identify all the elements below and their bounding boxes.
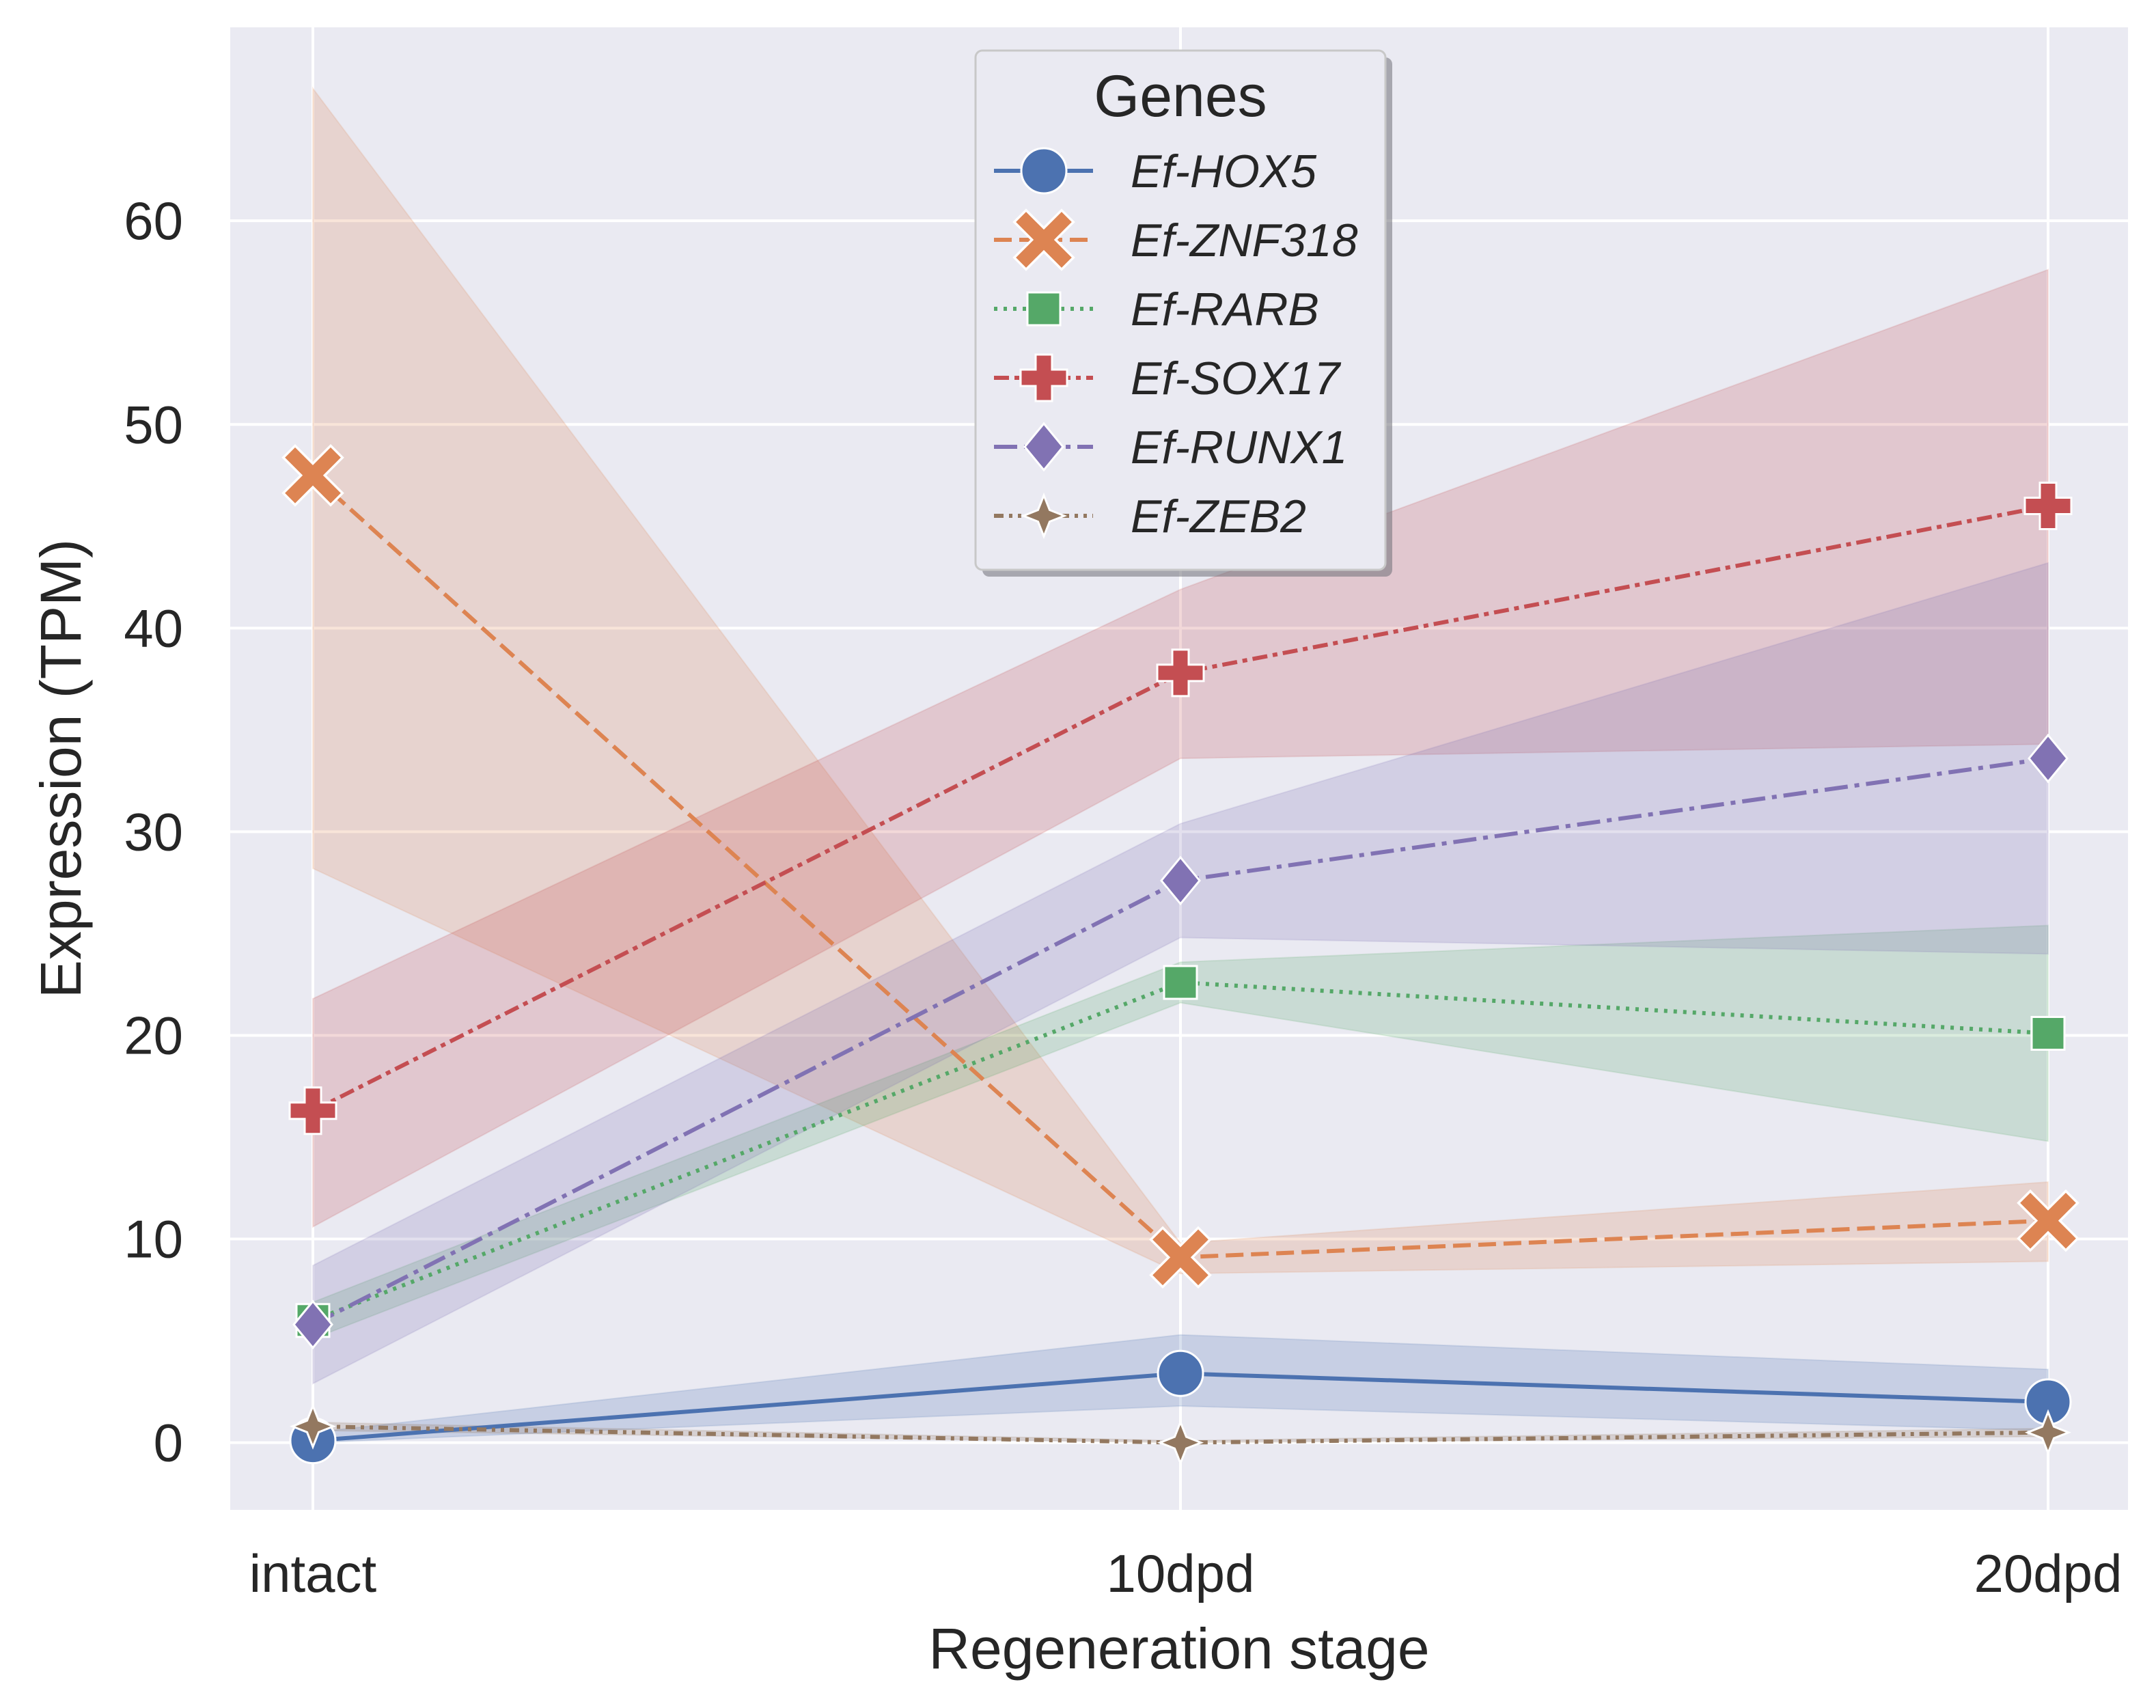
x-tick-label: intact (249, 1543, 377, 1603)
legend-label-ef-znf318: Ef-ZNF318 (1131, 215, 1358, 266)
legend-label-ef-sox17: Ef-SOX17 (1131, 353, 1341, 404)
legend: Genes Ef-HOX5Ef-ZNF318Ef-RARBEf-SOX17Ef-… (974, 49, 1392, 577)
legend-box (974, 49, 1387, 571)
data-point-ef-runx1 (2028, 733, 2069, 784)
y-axis-title: Expression (TPM) (29, 539, 93, 998)
legend-marker-ef-znf318 (1012, 208, 1075, 271)
legend-label-ef-rarb: Ef-RARB (1131, 284, 1319, 335)
data-point-ef-sox17 (288, 1086, 337, 1135)
data-point-ef-znf318-cross (2020, 1192, 2076, 1249)
x-axis-title: Regeneration stage (928, 1616, 1429, 1681)
ci-band-ef-runx1 (312, 562, 2049, 1385)
data-point-ef-zeb2 (1157, 1419, 1204, 1466)
legend-label-ef-hox5: Ef-HOX5 (1131, 146, 1316, 197)
legend-marker-ef-zeb2 (1020, 492, 1068, 540)
legend-marker-ef-sox17 (1019, 353, 1068, 402)
y-tick-label: 50 (124, 394, 183, 454)
data-point-ef-sox17 (1156, 648, 1205, 698)
data-point-ef-rarb (2030, 1016, 2066, 1051)
y-tick-label: 0 (154, 1413, 183, 1473)
y-tick-label: 20 (124, 1005, 183, 1065)
legend-label-ef-runx1: Ef-RUNX1 (1131, 422, 1347, 473)
data-point-ef-znf318 (2017, 1189, 2079, 1252)
y-tick-labels: 0 10 20 30 40 50 60 (124, 191, 183, 1472)
x-tick-labels: intact 10dpd 20dpd (249, 1543, 2123, 1603)
x-tick-label: 20dpd (1974, 1543, 2123, 1603)
data-point-ef-hox5 (1157, 1349, 1204, 1397)
data-point-ef-znf318 (1149, 1226, 1212, 1289)
y-tick-label: 60 (124, 191, 183, 251)
legend-label-ef-zeb2: Ef-ZEB2 (1131, 491, 1306, 542)
legend-marker-ef-hox5 (1020, 147, 1068, 195)
data-point-ef-znf318 (281, 443, 344, 507)
y-tick-label: 10 (124, 1209, 183, 1269)
data-point-ef-znf318-cross (1152, 1229, 1208, 1286)
legend-marker-ef-znf318-cross (1016, 212, 1072, 268)
data-point-ef-runx1 (292, 1299, 333, 1350)
data-point-ef-zeb2 (289, 1403, 337, 1450)
x-tick-label: 10dpd (1107, 1543, 1255, 1603)
data-point-ef-znf318-cross (285, 447, 341, 504)
y-tick-label: 30 (124, 801, 183, 862)
series-markers (281, 443, 2079, 1466)
legend-entries: Ef-HOX5 Ef-ZNF318 Ef-RARB Ef-SOX17 Ef-RUNX1 E… (994, 146, 1358, 542)
legend-title: Genes (1094, 64, 1267, 129)
legend-marker-ef-rarb (1026, 291, 1062, 327)
data-point-ef-sox17 (2023, 482, 2073, 530)
ci-band-ef-znf318 (312, 86, 2049, 1275)
data-point-ef-zeb2 (2024, 1409, 2072, 1456)
data-point-ef-runx1 (1160, 855, 1201, 906)
y-tick-label: 40 (124, 598, 183, 658)
series-line-ef-sox17 (312, 504, 2049, 1113)
legend-marker-ef-runx1 (1023, 422, 1064, 472)
data-point-ef-rarb (1163, 965, 1198, 1000)
